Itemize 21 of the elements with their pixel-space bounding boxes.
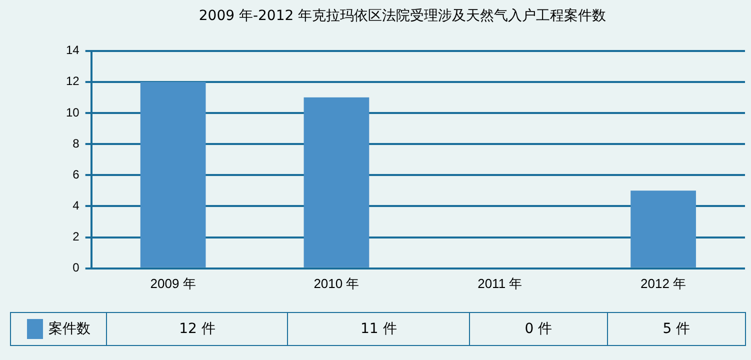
bar — [140, 82, 206, 268]
bar — [304, 97, 370, 268]
data-label: 5 件 — [607, 312, 746, 346]
x-tick-label: 2011 年 — [478, 276, 522, 291]
y-tick-label: 6 — [72, 167, 80, 182]
y-tick-label: 0 — [72, 260, 80, 275]
y-tick-label: 10 — [66, 105, 80, 120]
y-tick-label: 12 — [66, 74, 80, 88]
bar — [630, 190, 696, 268]
data-label: 0 件 — [469, 312, 608, 346]
y-tick-label: 2 — [72, 230, 80, 244]
x-tick-label: 2010 年 — [314, 276, 360, 291]
x-tick-label: 2009 年 — [150, 276, 196, 291]
y-tick-label: 4 — [72, 198, 80, 213]
data-label: 11 件 — [288, 312, 470, 346]
y-tick-label: 14 — [66, 43, 80, 58]
legend-label: 案件数 — [10, 312, 106, 346]
x-tick-label: 2012 年 — [640, 276, 686, 291]
data-label: 12 件 — [106, 312, 288, 346]
chart-title: 2009 年-2012 年克拉玛依区法院受理涉及天然气入户工程案件数 — [198, 7, 606, 24]
y-tick-label: 8 — [72, 136, 80, 150]
